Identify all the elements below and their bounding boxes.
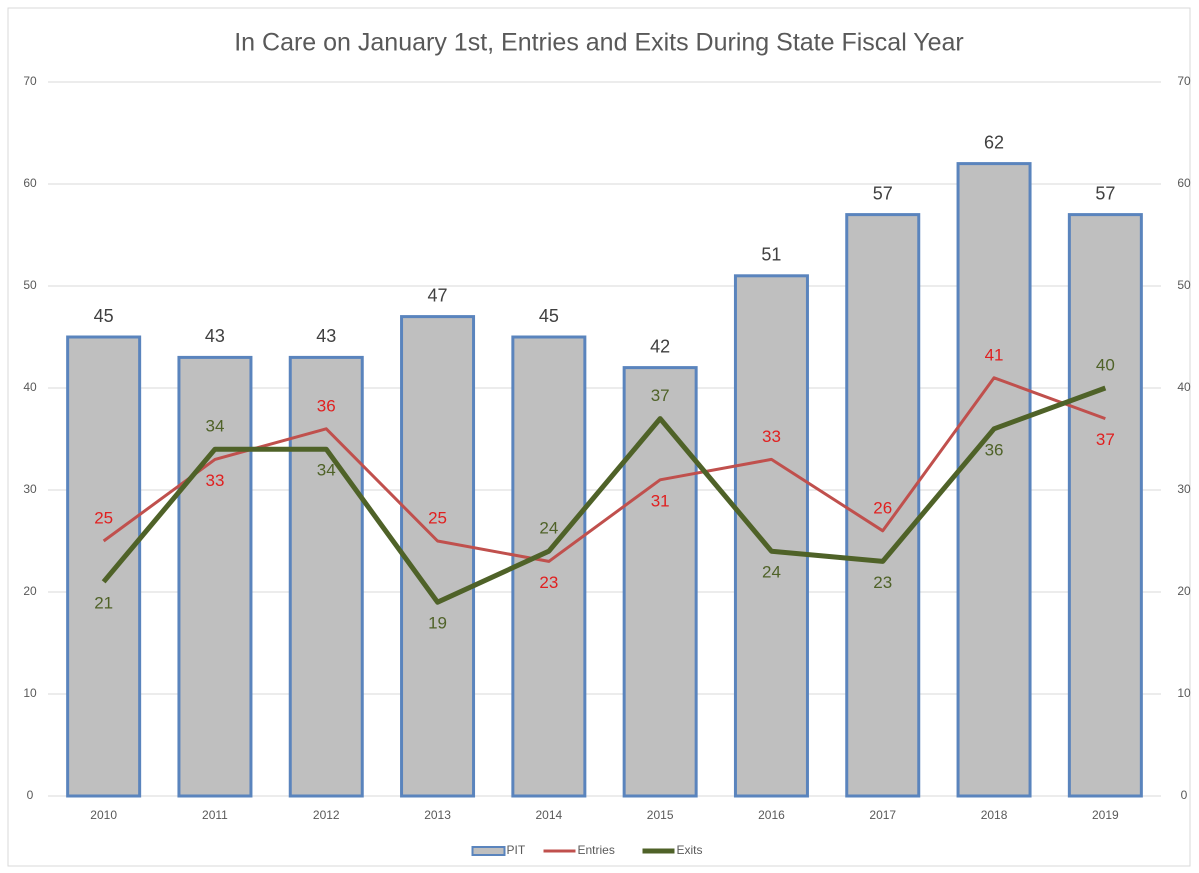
bar <box>1067 213 1143 798</box>
data-label: 23 <box>873 573 892 592</box>
bar <box>845 213 921 798</box>
bar-label: 43 <box>205 326 225 346</box>
y-tick-label: 60 <box>23 176 37 190</box>
line-series <box>101 385 1107 605</box>
line-series <box>102 376 1106 563</box>
bar <box>66 335 142 798</box>
data-label: 25 <box>94 508 113 527</box>
chart-title: In Care on January 1st, Entries and Exit… <box>234 29 964 57</box>
x-tick-label: 2016 <box>758 808 785 822</box>
legend-swatch <box>471 846 506 856</box>
x-tick-label: 2018 <box>981 808 1008 822</box>
bar-label: 45 <box>539 306 559 326</box>
bar <box>956 162 1032 798</box>
data-label: 34 <box>205 417 224 436</box>
bar-label: 57 <box>1095 183 1115 203</box>
y-tick-label: 10 <box>23 686 37 700</box>
y-tick-label: 70 <box>23 74 37 88</box>
legend-label: Entries <box>578 843 615 857</box>
y-tick-label: 40 <box>23 380 37 394</box>
x-tick-label: 2012 <box>313 808 340 822</box>
data-label: 24 <box>539 519 558 538</box>
data-label: 37 <box>1096 430 1115 449</box>
data-label: 37 <box>651 386 670 405</box>
y2-tick-label: 40 <box>1177 380 1191 394</box>
bar-label: 47 <box>428 285 448 305</box>
x-tick-label: 2013 <box>424 808 451 822</box>
data-label: 24 <box>762 563 781 582</box>
legend-label: PIT <box>507 843 526 857</box>
y2-tick-label: 20 <box>1177 584 1191 598</box>
x-tick-label: 2011 <box>202 808 228 822</box>
data-label: 33 <box>205 471 224 490</box>
data-label: 19 <box>428 614 447 633</box>
bar-label: 57 <box>873 183 893 203</box>
data-label: 33 <box>762 427 781 446</box>
data-label: 34 <box>317 461 336 480</box>
legend-label: Exits <box>677 843 703 857</box>
y2-tick-label: 10 <box>1177 686 1191 700</box>
bar <box>511 335 587 798</box>
x-tick-label: 2014 <box>535 808 562 822</box>
bar <box>400 315 476 798</box>
x-tick-label: 2019 <box>1092 808 1119 822</box>
bar <box>733 274 809 798</box>
y2-tick-label: 50 <box>1177 278 1191 292</box>
y-tick-label: 20 <box>23 584 37 598</box>
data-label: 25 <box>428 508 447 527</box>
data-label: 23 <box>539 573 558 592</box>
data-label: 40 <box>1096 355 1115 374</box>
y2-tick-label: 30 <box>1177 482 1191 496</box>
data-label: 36 <box>317 396 336 415</box>
bar-label: 42 <box>650 336 670 356</box>
bar-label: 51 <box>761 245 781 265</box>
y2-tick-label: 0 <box>1181 788 1188 802</box>
x-tick-label: 2015 <box>647 808 674 822</box>
bar-label: 43 <box>316 326 336 346</box>
y-tick-label: 0 <box>27 788 34 802</box>
bar-label: 62 <box>984 132 1004 152</box>
bar-label: 45 <box>94 306 114 326</box>
data-label: 31 <box>651 491 670 510</box>
x-tick-label: 2010 <box>90 808 117 822</box>
bar <box>177 355 253 798</box>
y-tick-label: 50 <box>23 278 37 292</box>
x-tick-label: 2017 <box>869 808 896 822</box>
data-label: 36 <box>985 440 1004 459</box>
bar <box>288 355 364 798</box>
bar <box>622 366 698 798</box>
data-label: 26 <box>873 498 892 517</box>
data-label: 41 <box>985 345 1004 364</box>
y2-tick-label: 70 <box>1177 74 1191 88</box>
y-tick-label: 30 <box>23 482 37 496</box>
data-label: 21 <box>94 593 113 612</box>
y2-tick-label: 60 <box>1177 176 1191 190</box>
